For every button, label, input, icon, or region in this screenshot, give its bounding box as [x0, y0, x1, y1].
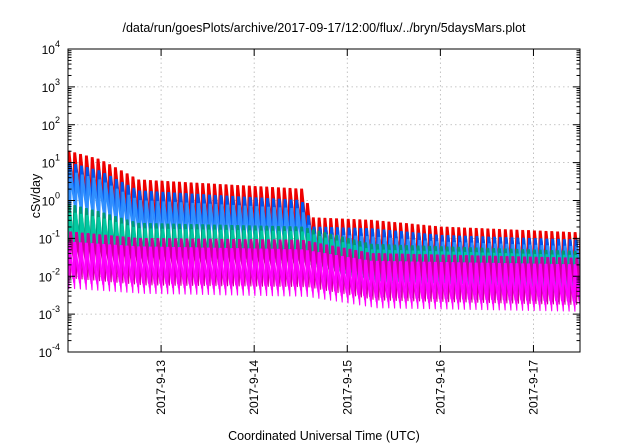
series-line [68, 170, 580, 288]
series-line [68, 162, 580, 281]
series-line [68, 150, 580, 270]
y-tick-label: 10-1 [39, 228, 60, 246]
series-line [68, 162, 580, 287]
series-line [68, 211, 580, 303]
y-tick-label: 10-2 [39, 266, 60, 284]
series-line [68, 203, 580, 299]
series-line [68, 170, 580, 294]
series-line [68, 162, 580, 277]
y-tick-label: 102 [42, 115, 60, 133]
y-tick-label: 10-4 [39, 342, 60, 360]
series-line [68, 241, 580, 306]
y-axis-label: cSv/day [29, 173, 43, 218]
chart-title: /data/run/goesPlots/archive/2017-09-17/1… [122, 21, 526, 35]
series-line [68, 231, 580, 295]
series-line [68, 211, 580, 297]
y-tick-label: 101 [42, 153, 60, 171]
series-line [68, 231, 580, 306]
x-tick-label: 2017-9-13 [154, 360, 168, 415]
x-tick-label: 2017-9-15 [340, 360, 354, 415]
series-line [68, 150, 580, 274]
series-layer [68, 150, 580, 312]
series-line [68, 231, 580, 299]
x-tick-label: 2017-9-16 [433, 360, 447, 415]
x-axis-label: Coordinated Universal Time (UTC) [228, 429, 420, 443]
series-line [68, 241, 580, 312]
x-tick-label: 2017-9-14 [247, 360, 261, 415]
series-line [68, 241, 580, 302]
x-tick-label: 2017-9-17 [526, 360, 540, 415]
series-line [68, 203, 580, 293]
y-tick-label: 100 [42, 191, 60, 209]
x-axis-ticks: 2017-9-13 2017-9-14 2017-9-15 2017-9-16 2017… [154, 49, 540, 415]
series-line [68, 203, 580, 289]
y-tick-label: 10-3 [39, 304, 60, 322]
y-tick-label: 104 [42, 39, 60, 57]
series-line [68, 211, 580, 293]
series-line [68, 150, 580, 280]
y-tick-label: 103 [42, 77, 60, 95]
